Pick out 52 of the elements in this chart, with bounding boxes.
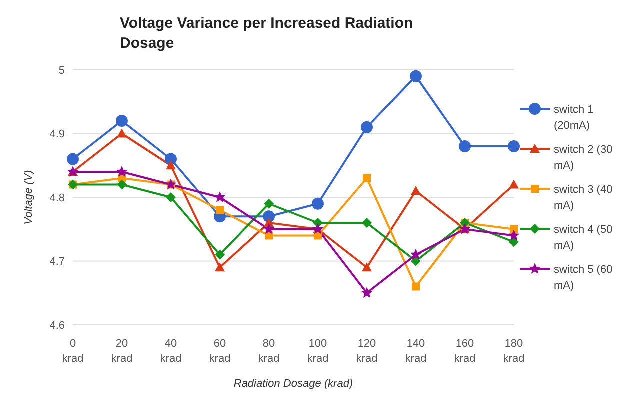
point [362,262,372,272]
y-axis-title: Voltage (V) [22,170,35,225]
legend-label: switch 3 (40 mA) [554,182,614,214]
point [116,166,128,177]
chart-title: Voltage Variance per Increased Radiation Dosage [120,14,414,54]
point [509,180,519,189]
y-tick-label: 4.8 [50,192,65,204]
x-tick-label: 0 krad [62,338,84,365]
point [361,121,373,134]
x-tick-label: 180 krad [503,338,525,365]
x-tick-label: 40 krad [160,338,182,365]
point [361,287,373,298]
point [510,225,518,234]
point [411,256,421,266]
point [412,282,420,291]
legend-label: switch 1 (20mA) [554,102,595,134]
point [263,223,275,234]
point [508,140,520,152]
x-tick-label: 120 krad [356,338,378,365]
x-tick-label: 80 krad [258,338,280,365]
point [117,180,127,190]
y-tick-label: 5 [58,64,65,77]
legend-label: switch 4 (50 mA) [554,222,614,254]
point [312,198,324,210]
point [116,115,128,127]
point [67,153,79,166]
point [263,210,275,223]
point [410,248,422,260]
point [215,250,225,260]
legend-label: switch 2 (30 mA) [554,142,614,174]
x-tick-label: 140 krad [405,338,427,365]
point [459,140,471,152]
x-axis-title: Radiation Dosage (krad) [234,378,354,390]
x-tick-label: 160 krad [454,338,476,365]
y-tick-label: 4.7 [50,256,65,268]
point [362,218,372,228]
x-tick-label: 20 krad [111,338,133,365]
x-tick-label: 60 krad [209,338,231,365]
y-tick-label: 4.9 [50,128,65,141]
point [363,174,371,182]
legend-label: switch 5 (60 mA) [554,262,614,294]
point [216,206,224,214]
point [166,160,176,170]
point [508,230,520,241]
point [410,70,422,82]
point [117,128,127,138]
y-tick-label: 4.6 [50,320,65,332]
point [264,198,274,209]
point [411,186,421,196]
point [215,262,225,272]
point [166,192,176,202]
x-tick-label: 100 krad [307,338,329,365]
